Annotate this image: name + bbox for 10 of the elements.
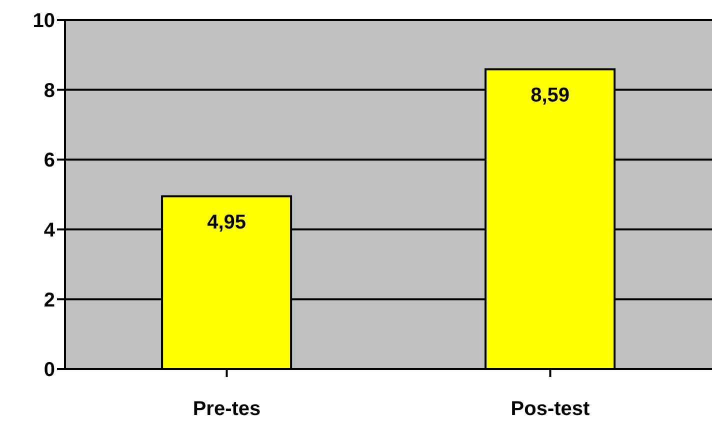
y-tick-label: 2: [44, 289, 55, 312]
y-tick-label: 8: [44, 80, 55, 102]
y-tick-label: 0: [44, 359, 55, 382]
y-tick-label: 4: [44, 220, 56, 242]
y-tick-label: 6: [44, 150, 55, 172]
x-tick-label: Pos-test: [510, 398, 590, 420]
x-tick-label: Pre-tes: [192, 398, 261, 420]
y-tick-label: 10: [32, 10, 55, 32]
data-label: 8,59: [530, 84, 570, 106]
data-label: 4,95: [207, 211, 246, 234]
